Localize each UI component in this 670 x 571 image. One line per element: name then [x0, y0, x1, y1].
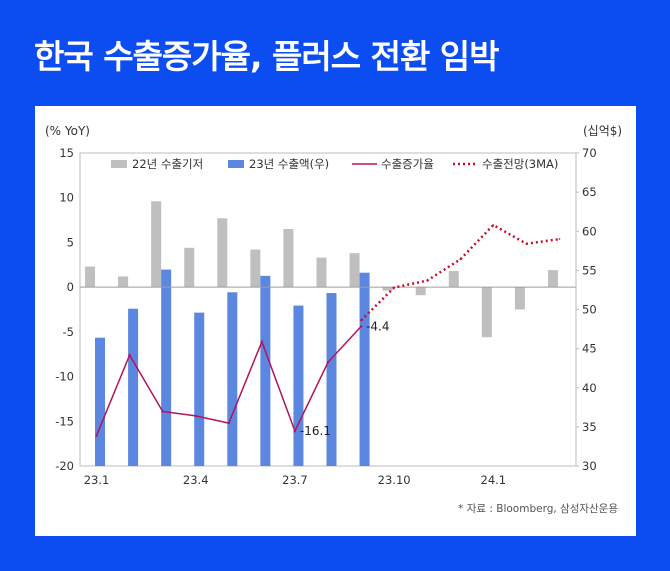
- x-tick-label: 23.1: [84, 473, 110, 487]
- left-tick-label: 0: [67, 280, 74, 294]
- chart-card: -16.1 -4.4 15 10 5 0 -5 -10 -15 -20 70 65 60 55 50 45 40…: [35, 106, 636, 536]
- right-tick-label: 35: [582, 420, 597, 434]
- data-label-23.9: -4.4: [366, 319, 389, 333]
- right-tick-label: 60: [582, 224, 597, 238]
- left-tick-label: 15: [59, 146, 74, 160]
- right-tick-label: 70: [582, 146, 597, 160]
- data-label-23.7: -16.1: [300, 424, 331, 438]
- growth-point-23.1: [95, 434, 98, 437]
- growth-point-23.7: [293, 429, 297, 433]
- growth-point-23.9: [359, 325, 363, 328]
- left-tick-label: -5: [63, 325, 74, 339]
- bar-23-23.2: [128, 308, 139, 466]
- left-tick-label: 5: [67, 235, 74, 249]
- forecast-point-24.3: [558, 238, 561, 240]
- left-tick-label: 10: [59, 191, 74, 205]
- forecast-point-23.12: [459, 258, 462, 261]
- growth-point-23.2: [128, 353, 131, 357]
- bar-22-23.3: [151, 201, 162, 288]
- bar-23-23.9: [359, 272, 370, 466]
- forecast-line: [360, 223, 560, 322]
- right-tick-label: 55: [582, 263, 597, 277]
- left-tick-label: -10: [55, 370, 74, 384]
- bar-22-23.1: [85, 266, 96, 288]
- bar-23-23.8: [326, 293, 337, 466]
- bar-22-23.7: [283, 229, 294, 288]
- forecast-point-24.2: [525, 242, 528, 245]
- bar-23-23.1: [95, 337, 106, 466]
- bar-22-23.5: [217, 218, 228, 288]
- x-tick-label: 23.10: [378, 473, 411, 487]
- right-tick-label: 65: [582, 185, 597, 199]
- right-tick-label: 40: [582, 381, 597, 395]
- bar-22-23.9: [349, 253, 360, 288]
- bar-22-24.1: [481, 287, 492, 338]
- forecast-point-23.11: [426, 279, 429, 282]
- page-title: 한국 수출증가율, 플러스 전환 임박: [34, 37, 500, 76]
- right-tick-label: 30: [582, 459, 597, 473]
- legend-swatch-23: [228, 160, 244, 168]
- bar-23-23.7: [293, 305, 304, 466]
- bar-23-23.6: [260, 275, 271, 466]
- bar-22-23.10: [382, 287, 393, 291]
- x-tick-label: 24.1: [481, 473, 507, 487]
- right-tick-label: 45: [582, 342, 597, 356]
- bar-22-24.3: [547, 270, 558, 288]
- left-tick-label: -15: [55, 414, 74, 428]
- bar-23-23.4: [194, 312, 205, 466]
- bar-22-23.12: [448, 271, 459, 288]
- bar-22-24.2: [514, 287, 525, 310]
- growth-point-23.8: [326, 361, 330, 364]
- bar-22-23.2: [118, 276, 129, 288]
- growth-point-23.6: [260, 340, 264, 343]
- x-tick-label: 23.4: [183, 473, 209, 487]
- left-tick-label: -20: [55, 459, 74, 473]
- bar-22-23.4: [184, 247, 195, 288]
- source-note: * 자료 : Bloomberg, 삼성자산운용: [458, 503, 618, 515]
- legend-label-22: 22년 수출기저: [132, 157, 203, 171]
- legend-label-growth: 수출증가율: [381, 157, 434, 171]
- legend-label-23: 23년 수출액(우): [249, 157, 329, 171]
- legend-label-forecast: 수출전망(3MA): [482, 157, 558, 171]
- bar-22-23.6: [250, 249, 261, 288]
- left-axis-label: (% YoY): [45, 124, 90, 138]
- forecast-point-24.1: [492, 224, 495, 226]
- bar-23-23.3: [161, 269, 172, 466]
- growth-point-23.3: [161, 410, 164, 413]
- forecast-point-23.10: [393, 286, 395, 289]
- right-tick-label: 50: [582, 303, 597, 317]
- legend-swatch-22: [111, 160, 127, 168]
- forecast-point-23.9: [360, 319, 362, 322]
- growth-point-23.4: [194, 414, 197, 418]
- x-tick-label: 23.7: [282, 473, 308, 487]
- chart-svg: -16.1-4.4151050-5-10-15-2070656055504540…: [45, 124, 622, 487]
- bar-23-23.5: [227, 292, 238, 466]
- bar-22-23.11: [415, 287, 426, 296]
- right-axis-label: (십억$): [583, 124, 622, 138]
- growth-point-23.5: [227, 421, 230, 425]
- bar-22-23.8: [316, 257, 327, 288]
